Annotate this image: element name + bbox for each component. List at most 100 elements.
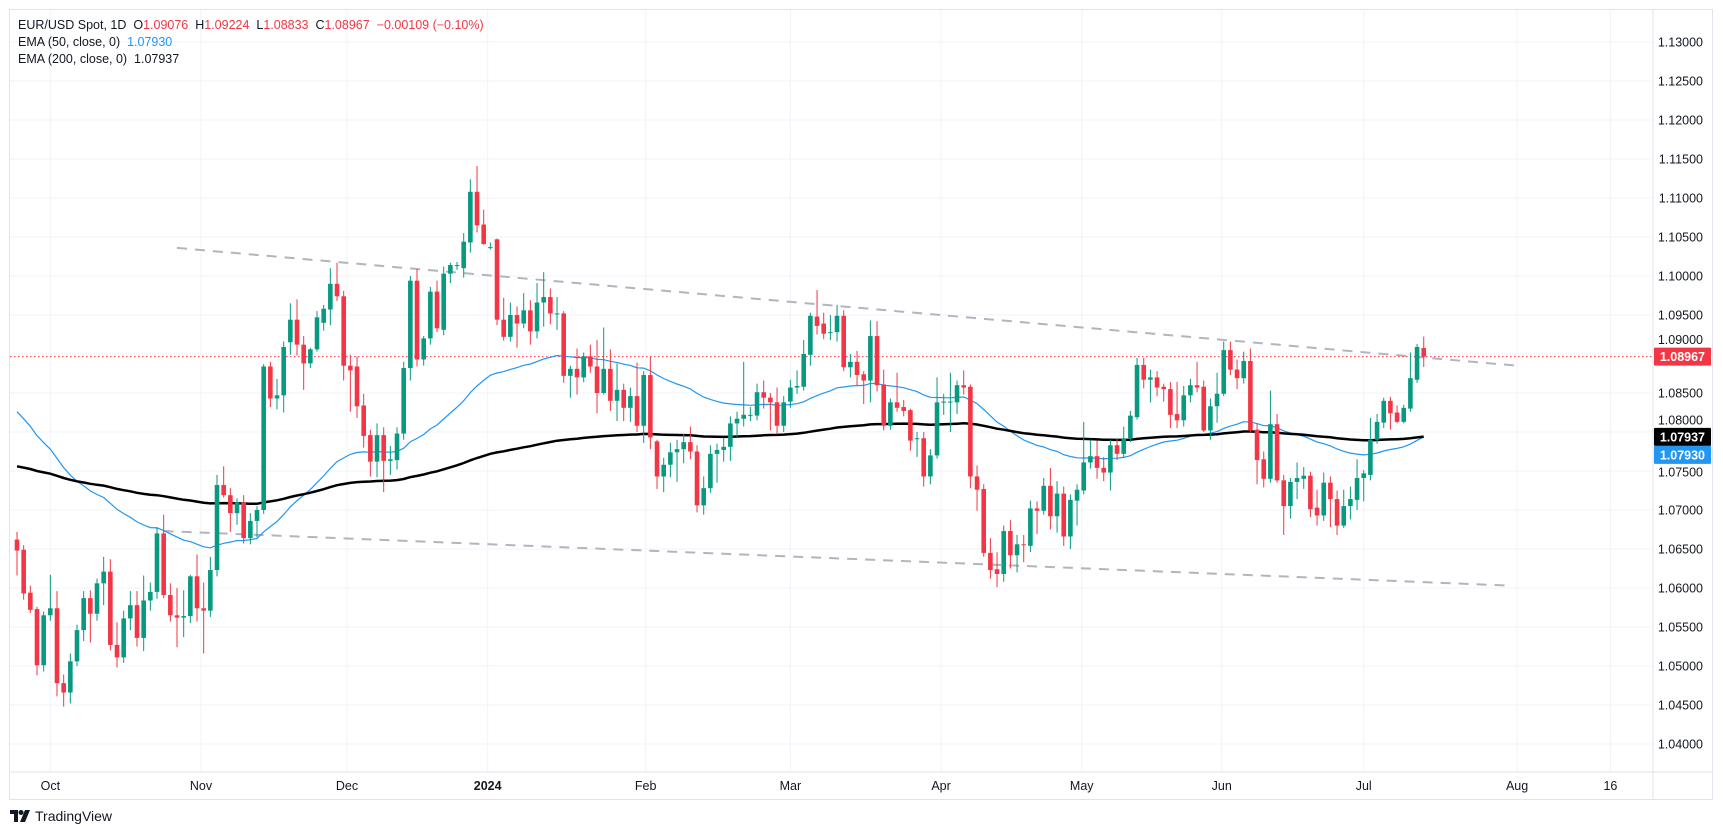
candle-body <box>921 438 927 477</box>
candle <box>988 538 993 579</box>
candle-body <box>14 539 20 551</box>
candle-body <box>761 392 767 398</box>
price-tick-label: 1.08000 <box>1658 413 1703 427</box>
candle-body <box>1088 456 1093 463</box>
candle-body <box>788 387 793 402</box>
candle <box>528 300 533 345</box>
ema50-value: 1.07930 <box>127 35 173 49</box>
candle-body <box>474 191 480 226</box>
candle-body <box>1001 531 1007 574</box>
candle-body <box>561 313 566 376</box>
candle-body <box>381 435 386 461</box>
candle <box>1381 397 1387 429</box>
plot-area <box>10 166 1653 707</box>
candle-body <box>281 346 286 396</box>
candle-body <box>1274 424 1280 481</box>
candle <box>981 484 987 557</box>
price-tick-label: 1.12500 <box>1658 75 1703 89</box>
candle <box>234 498 240 525</box>
candle-body <box>774 402 780 426</box>
candle <box>1421 336 1427 368</box>
ema200-label[interactable]: EMA (200, close, 0) <box>18 52 128 66</box>
price-tick-label: 1.05000 <box>1658 660 1703 674</box>
candle <box>548 288 553 325</box>
candle <box>841 310 847 372</box>
candle-body <box>548 297 553 314</box>
candle-body <box>81 598 86 631</box>
candle-body <box>68 661 73 693</box>
symbol-label[interactable]: EUR/USD Spot, 1D <box>18 18 127 32</box>
candle-body <box>721 446 727 450</box>
candle-body <box>121 618 126 658</box>
time-axis-label: Aug <box>1506 779 1528 793</box>
candle-body <box>768 397 773 403</box>
candle-body <box>1321 482 1327 516</box>
candle-body <box>328 283 333 310</box>
candle <box>154 527 160 599</box>
candle <box>1248 348 1253 432</box>
candle <box>108 559 113 651</box>
trendline-upper <box>176 246 1518 367</box>
price-tick-label: 1.06500 <box>1658 543 1703 557</box>
candle-body <box>928 455 933 477</box>
candle <box>1108 439 1113 491</box>
candle <box>1348 486 1353 520</box>
candle-body <box>501 319 506 337</box>
price-tag-bg <box>1654 445 1711 464</box>
candle-body <box>34 609 40 666</box>
candle <box>741 361 747 427</box>
candle <box>314 311 320 352</box>
candle <box>428 286 433 345</box>
candle <box>608 349 613 411</box>
candle <box>581 352 586 383</box>
candle-body <box>628 396 633 408</box>
tradingview-logo[interactable]: TradingView <box>10 808 112 824</box>
candle <box>34 606 40 676</box>
candle-body <box>194 576 200 609</box>
candle-body <box>1174 414 1180 421</box>
candle <box>1094 440 1100 479</box>
candle <box>808 312 813 366</box>
candle <box>721 438 727 462</box>
candle-body <box>528 310 533 332</box>
candle-body <box>1301 475 1307 479</box>
candle <box>1161 383 1167 402</box>
candle <box>261 364 266 514</box>
high-label: H <box>195 18 205 32</box>
candle-body <box>1014 544 1020 556</box>
candle-body <box>374 435 380 462</box>
candle-body <box>681 442 686 450</box>
candle-body <box>1234 369 1240 379</box>
candle-body <box>428 291 433 339</box>
candle-body <box>981 488 987 553</box>
candle <box>1214 372 1220 423</box>
candle-body <box>781 402 787 426</box>
candle <box>734 411 740 437</box>
candle-body <box>714 449 720 454</box>
ema50-line <box>16 354 1424 549</box>
candle <box>1234 359 1240 390</box>
candle <box>48 574 53 621</box>
high-value: 1.09224 <box>204 18 250 32</box>
candle-body <box>1281 480 1287 507</box>
candle-body <box>1034 508 1040 511</box>
candle-body <box>494 239 500 320</box>
candle <box>1288 478 1293 519</box>
candle-body <box>488 247 493 249</box>
candle-body <box>534 302 540 332</box>
candle <box>61 674 66 707</box>
candle <box>368 429 373 477</box>
candle-body <box>654 441 660 477</box>
candle-body <box>568 368 573 376</box>
candle <box>308 347 313 369</box>
candle <box>1268 390 1273 483</box>
ema50-label[interactable]: EMA (50, close, 0) <box>18 35 121 49</box>
candle-body <box>1361 473 1367 479</box>
candle-body <box>828 332 833 334</box>
candle-body <box>48 608 53 616</box>
candle-body <box>894 402 900 408</box>
candle <box>781 396 787 432</box>
candle <box>388 446 393 475</box>
candle <box>1254 423 1260 485</box>
